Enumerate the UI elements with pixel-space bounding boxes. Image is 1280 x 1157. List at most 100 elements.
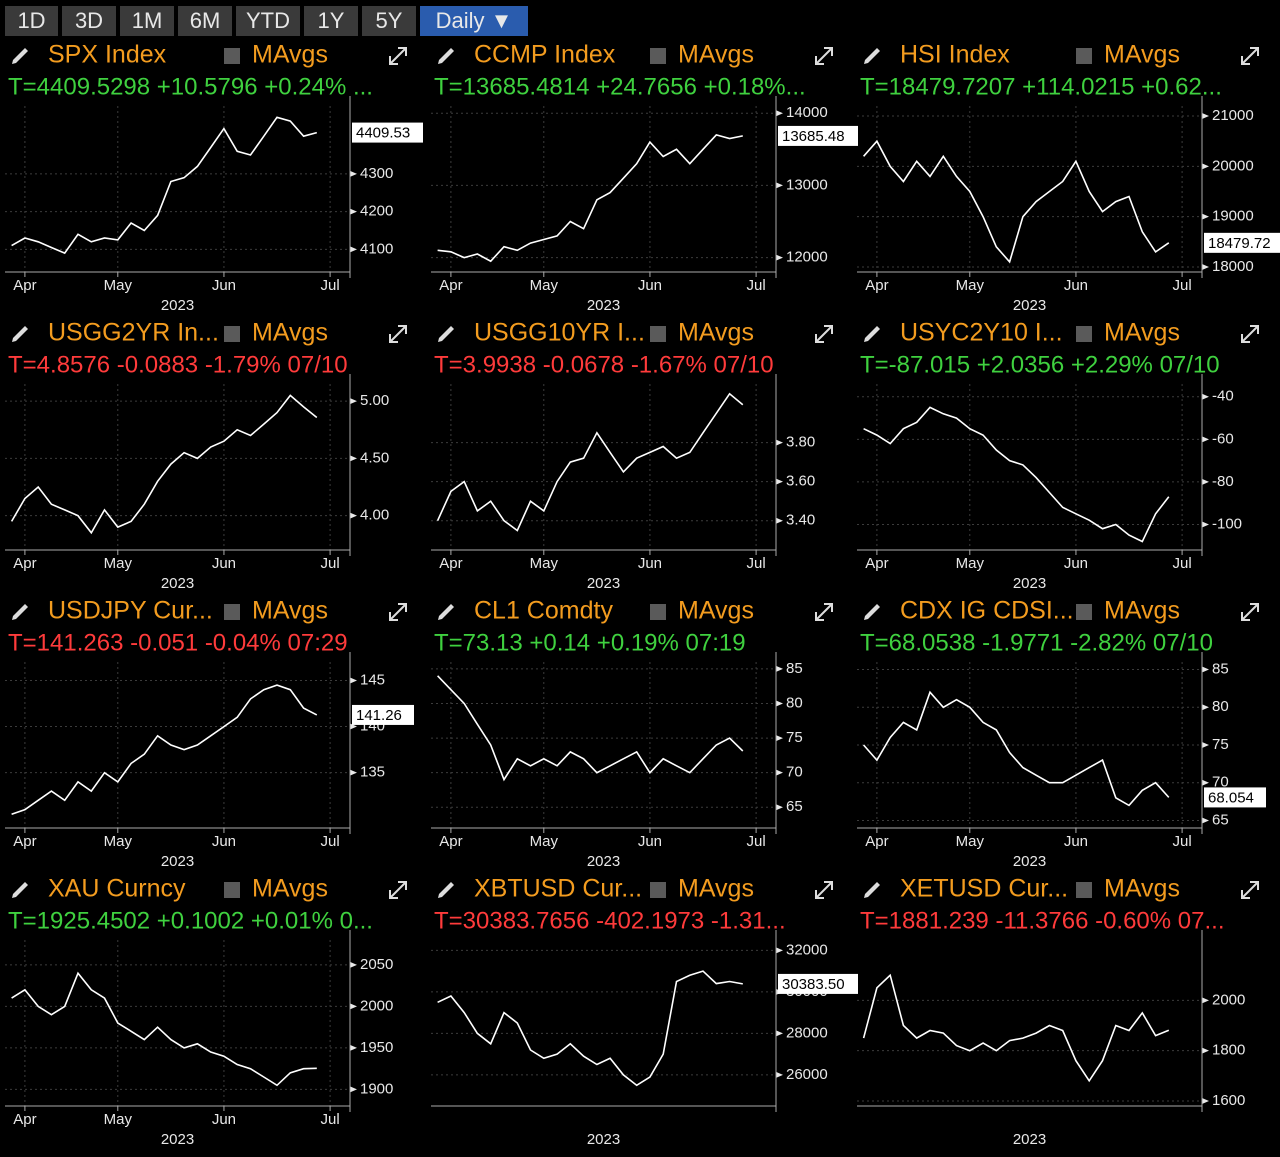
edit-icon[interactable] [438, 48, 454, 64]
edit-icon[interactable] [12, 604, 28, 620]
expand-icon[interactable] [389, 47, 407, 65]
y-tick-label: 65 [1212, 811, 1229, 828]
mavgs-label: MAvgs [678, 319, 754, 347]
edit-icon[interactable] [864, 604, 880, 620]
expand-icon[interactable] [815, 603, 833, 621]
expand-icon[interactable] [815, 325, 833, 343]
mavgs-checkbox[interactable] [224, 882, 240, 898]
toolbar-button-label[interactable]: Daily ▼ [436, 8, 513, 33]
toolbar-button-label[interactable]: 1Y [318, 8, 345, 33]
y-tick-mark [350, 723, 357, 730]
expand-icon[interactable] [389, 881, 407, 899]
last-value-label: 18479.72 [1208, 235, 1271, 252]
y-tick-mark [1202, 521, 1209, 528]
toolbar-button-label[interactable]: YTD [246, 8, 290, 33]
y-tick-label: 80 [1212, 698, 1229, 715]
mavgs-checkbox[interactable] [1076, 604, 1092, 620]
y-tick-mark [1202, 263, 1209, 270]
toolbar-button[interactable] [120, 6, 174, 36]
x-tick-label: Jun [212, 833, 236, 850]
price-line [11, 116, 318, 255]
y-tick-label: -60 [1212, 430, 1234, 447]
x-tick-label: Jun [212, 555, 236, 572]
toolbar-button[interactable] [420, 6, 528, 36]
mavgs-checkbox[interactable] [650, 326, 666, 342]
mavgs-checkbox[interactable] [1076, 48, 1092, 64]
x-tick-label: May [530, 555, 559, 572]
y-tick-mark [1202, 478, 1209, 485]
last-value-tag [1204, 787, 1266, 808]
toolbar-button-label[interactable]: 6M [190, 8, 221, 33]
expand-icon[interactable] [389, 603, 407, 621]
last-value-label: 141.26 [356, 707, 402, 724]
y-tick-mark [350, 170, 357, 177]
edit-icon[interactable] [864, 882, 880, 898]
panel-title: USGG10YR I... [474, 319, 645, 347]
price-line [11, 684, 318, 815]
expand-icon[interactable] [815, 47, 833, 65]
toolbar-button[interactable] [5, 6, 58, 36]
y-tick-mark [350, 1086, 357, 1093]
edit-icon[interactable] [438, 604, 454, 620]
chart-panel: USDJPY Cur... MAvgs T=141.263 -0.051 -0.04… [5, 597, 414, 870]
y-tick-mark [1202, 213, 1209, 220]
toolbar-button[interactable] [62, 6, 116, 36]
price-line [437, 675, 744, 782]
mavgs-checkbox[interactable] [1076, 326, 1092, 342]
x-tick-label: Jul [321, 277, 340, 294]
y-tick-label: 85 [1212, 661, 1229, 678]
toolbar-button[interactable] [304, 6, 358, 36]
chart-panel: USGG2YR In... MAvgs T=4.8576 -0.0883 -1.79… [5, 319, 407, 592]
toolbar-button[interactable] [178, 6, 232, 36]
edit-icon[interactable] [438, 882, 454, 898]
y-tick-mark [1202, 1047, 1209, 1054]
mavgs-checkbox[interactable] [224, 48, 240, 64]
toolbar-button[interactable] [362, 6, 416, 36]
y-tick-label: 80 [786, 694, 803, 711]
toolbar-button-label[interactable]: 3D [75, 8, 103, 33]
status-line: T=30383.7656 -402.1973 -1.31... [434, 907, 786, 934]
edit-icon[interactable] [864, 326, 880, 342]
y-tick-label: 13000 [786, 176, 828, 193]
expand-icon[interactable] [1241, 325, 1259, 343]
expand-icon[interactable] [1241, 47, 1259, 65]
toolbar-button-label[interactable]: 1D [17, 8, 45, 33]
x-tick-label: May [530, 277, 559, 294]
mavgs-checkbox[interactable] [650, 48, 666, 64]
mavgs-checkbox[interactable] [650, 604, 666, 620]
y-tick-mark [1202, 779, 1209, 786]
edit-icon[interactable] [438, 326, 454, 342]
expand-icon[interactable] [815, 881, 833, 899]
expand-icon[interactable] [1241, 603, 1259, 621]
edit-icon[interactable] [864, 48, 880, 64]
toolbar-button-label[interactable]: 5Y [376, 8, 403, 33]
mavgs-checkbox[interactable] [1076, 882, 1092, 898]
y-tick-label: 2000 [1212, 991, 1245, 1008]
x-axis-title: 2023 [1013, 1131, 1046, 1148]
price-line [11, 971, 317, 1087]
x-tick-label: Jul [1173, 555, 1192, 572]
y-tick-mark [776, 1030, 783, 1037]
y-tick-label: 65 [786, 798, 803, 815]
toolbar-button-label[interactable]: 1M [132, 8, 163, 33]
y-tick-label: 4300 [360, 165, 393, 182]
expand-icon[interactable] [389, 325, 407, 343]
y-tick-label: 26000 [786, 1066, 828, 1083]
edit-icon[interactable] [12, 326, 28, 342]
edit-icon[interactable] [12, 882, 28, 898]
edit-icon[interactable] [12, 48, 28, 64]
x-tick-label: Jul [1173, 833, 1192, 850]
expand-icon[interactable] [1241, 881, 1259, 899]
last-value-label: 4409.53 [356, 125, 410, 142]
mavgs-label: MAvgs [252, 875, 328, 903]
y-tick-mark [350, 769, 357, 776]
x-axis-title: 2023 [161, 853, 194, 870]
y-tick-mark [1202, 1097, 1209, 1104]
x-axis-title: 2023 [161, 1131, 194, 1148]
mavgs-checkbox[interactable] [224, 604, 240, 620]
mavgs-checkbox[interactable] [650, 882, 666, 898]
mavgs-checkbox[interactable] [224, 326, 240, 342]
status-line: T=3.9938 -0.0678 -1.67% 07/10 [434, 351, 774, 378]
y-tick-label: 14000 [786, 104, 828, 121]
toolbar-button[interactable] [236, 6, 300, 36]
